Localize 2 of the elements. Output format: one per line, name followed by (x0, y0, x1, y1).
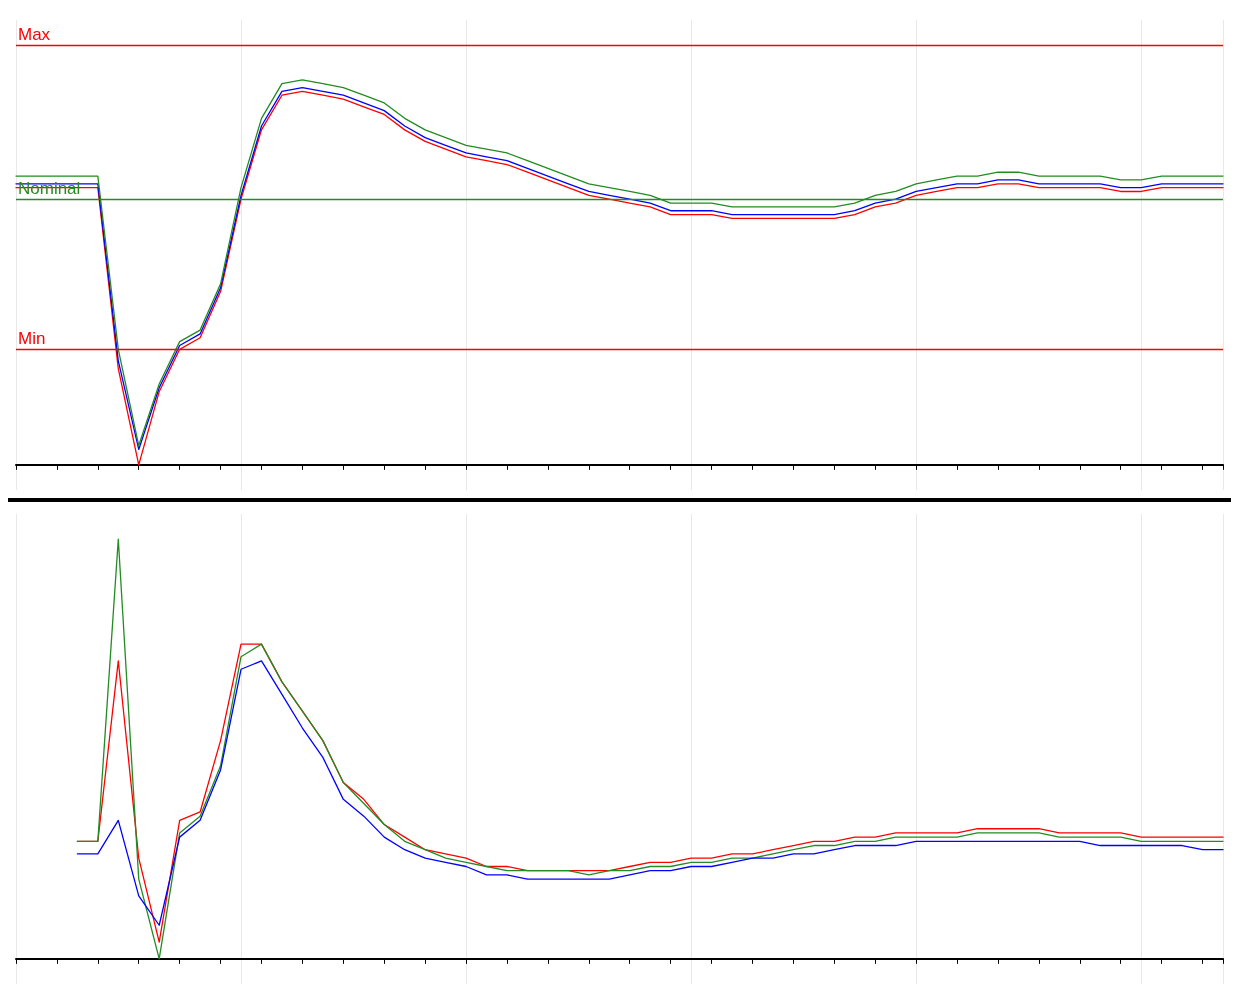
ref-line-label: Min (18, 329, 46, 349)
ref-line-label: Max (18, 25, 51, 45)
